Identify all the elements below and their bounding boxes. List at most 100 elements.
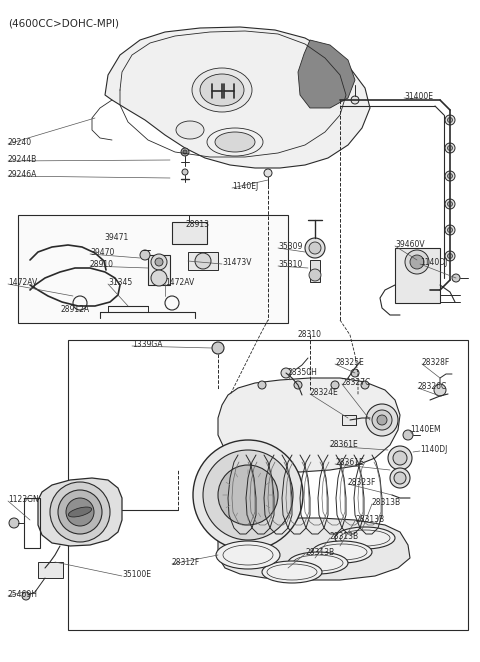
Text: 28361E: 28361E: [335, 458, 364, 467]
Circle shape: [447, 146, 453, 150]
Text: 35309: 35309: [278, 242, 302, 251]
Ellipse shape: [192, 68, 252, 112]
Circle shape: [22, 592, 30, 600]
Text: 28913: 28913: [185, 220, 209, 229]
Bar: [18, 215, 288, 323]
Circle shape: [388, 446, 412, 470]
Circle shape: [183, 150, 187, 154]
Circle shape: [447, 228, 453, 232]
Text: 31345: 31345: [108, 278, 132, 287]
Bar: [395, 248, 440, 303]
Circle shape: [410, 255, 424, 269]
Text: 39471: 39471: [105, 233, 129, 242]
Circle shape: [351, 369, 359, 377]
Circle shape: [9, 518, 19, 528]
Text: 28912A: 28912A: [60, 305, 90, 314]
Bar: [172, 222, 207, 244]
Circle shape: [394, 472, 406, 484]
Text: 28350H: 28350H: [288, 368, 318, 377]
Text: 28310: 28310: [298, 330, 322, 339]
Ellipse shape: [207, 128, 263, 156]
Text: 1123GN: 1123GN: [8, 495, 39, 504]
Ellipse shape: [216, 541, 280, 569]
Text: 25469H: 25469H: [8, 590, 38, 599]
Text: 28327C: 28327C: [342, 378, 371, 387]
Circle shape: [331, 381, 339, 389]
Circle shape: [445, 251, 455, 261]
Circle shape: [281, 368, 291, 378]
Circle shape: [447, 117, 453, 122]
Polygon shape: [218, 518, 410, 580]
Circle shape: [182, 169, 188, 175]
Text: 1472AV: 1472AV: [165, 278, 194, 287]
Circle shape: [361, 381, 369, 389]
Text: 28326C: 28326C: [418, 382, 447, 391]
Text: 28313B: 28313B: [330, 532, 359, 541]
Polygon shape: [38, 478, 122, 546]
Circle shape: [155, 258, 163, 266]
Circle shape: [445, 171, 455, 181]
Text: 28361E: 28361E: [330, 440, 359, 449]
Circle shape: [445, 225, 455, 235]
Text: 1339GA: 1339GA: [132, 340, 163, 349]
Circle shape: [377, 415, 387, 425]
Ellipse shape: [335, 527, 395, 549]
Text: 39460V: 39460V: [395, 240, 425, 249]
Circle shape: [390, 468, 410, 488]
Circle shape: [212, 342, 224, 354]
Circle shape: [151, 270, 167, 286]
Circle shape: [447, 254, 453, 258]
Text: 31400E: 31400E: [404, 92, 433, 101]
Ellipse shape: [176, 121, 204, 139]
Circle shape: [445, 115, 455, 125]
Circle shape: [434, 384, 446, 396]
Ellipse shape: [215, 132, 255, 152]
Circle shape: [58, 490, 102, 534]
Circle shape: [452, 274, 460, 282]
Circle shape: [351, 96, 359, 104]
Text: (4600CC>DOHC-MPI): (4600CC>DOHC-MPI): [8, 18, 119, 28]
Polygon shape: [298, 40, 355, 108]
Text: 39470: 39470: [90, 248, 114, 257]
Text: 28324E: 28324E: [310, 388, 339, 397]
Text: 35100E: 35100E: [122, 570, 151, 579]
Text: 1472AV: 1472AV: [8, 278, 37, 287]
Ellipse shape: [200, 74, 244, 106]
Text: 28313B: 28313B: [372, 498, 401, 507]
Circle shape: [50, 482, 110, 542]
Circle shape: [181, 148, 189, 156]
Polygon shape: [218, 378, 400, 472]
Text: 29240: 29240: [8, 138, 32, 147]
Circle shape: [403, 430, 413, 440]
Text: 31473V: 31473V: [222, 258, 252, 267]
Circle shape: [66, 498, 94, 526]
Text: 28323F: 28323F: [348, 478, 376, 487]
Circle shape: [393, 451, 407, 465]
Bar: [342, 415, 356, 425]
Circle shape: [218, 465, 278, 525]
Circle shape: [366, 404, 398, 436]
Circle shape: [447, 173, 453, 179]
Text: 35310: 35310: [278, 260, 302, 269]
Text: 28910: 28910: [90, 260, 114, 269]
Circle shape: [405, 250, 429, 274]
Circle shape: [372, 410, 392, 430]
Circle shape: [140, 250, 150, 260]
Text: 1140DJ: 1140DJ: [420, 445, 447, 454]
Circle shape: [445, 199, 455, 209]
Circle shape: [264, 169, 272, 177]
Text: 28328F: 28328F: [422, 358, 450, 367]
Circle shape: [258, 381, 266, 389]
Ellipse shape: [68, 507, 92, 517]
Circle shape: [447, 201, 453, 207]
Circle shape: [445, 143, 455, 153]
Bar: [68, 340, 468, 630]
Bar: [38, 562, 63, 578]
Circle shape: [193, 440, 303, 550]
Text: 1140EM: 1140EM: [410, 425, 441, 434]
Text: 28313B: 28313B: [355, 515, 384, 524]
Ellipse shape: [195, 253, 211, 269]
Bar: [310, 260, 320, 282]
Text: 1140EJ: 1140EJ: [232, 182, 258, 191]
Circle shape: [151, 254, 167, 270]
